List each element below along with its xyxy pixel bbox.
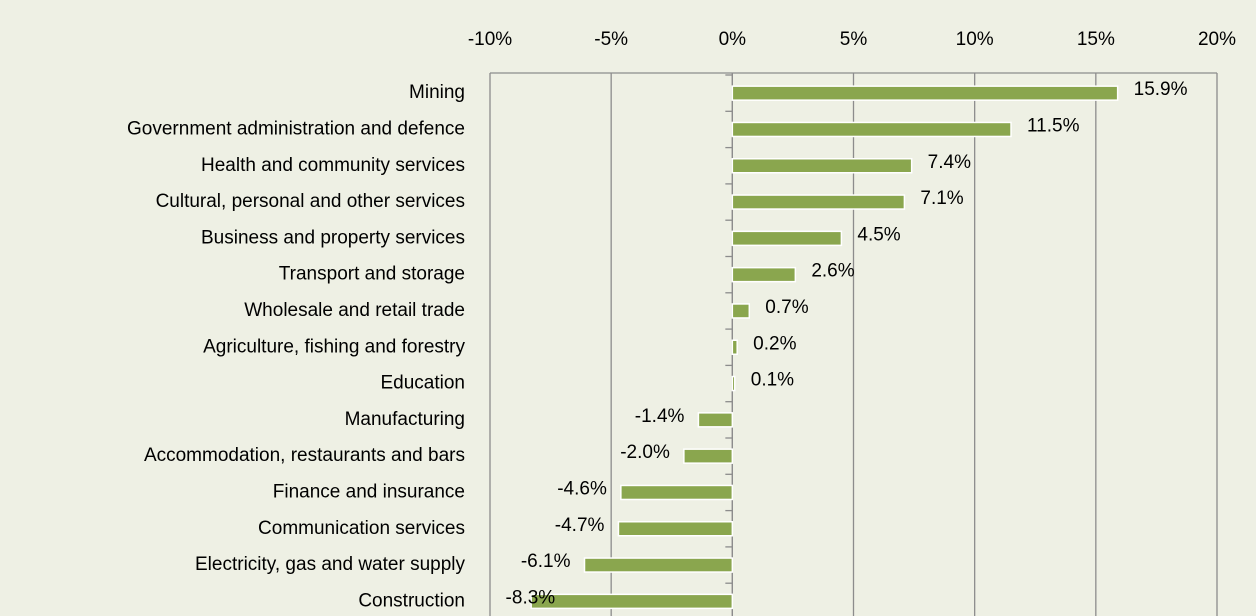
y-tick-label: Cultural, personal and other services (156, 191, 465, 212)
bar (731, 303, 751, 319)
x-tick-label: 5% (840, 29, 868, 50)
y-tick-label: Accommodation, restaurants and bars (144, 445, 465, 466)
y-tick-label: Electricity, gas and water supply (195, 554, 465, 575)
x-tick-label: 20% (1198, 29, 1236, 50)
y-tick-label: Agriculture, fishing and forestry (203, 336, 465, 357)
data-label: 4.5% (857, 224, 900, 245)
data-label: 7.4% (928, 152, 971, 173)
y-tick-label: Education (380, 373, 465, 394)
data-label: 0.2% (753, 333, 796, 354)
y-tick-label: Business and property services (201, 227, 465, 248)
x-tick-label: 10% (956, 29, 994, 50)
x-tick-label: -5% (594, 29, 628, 50)
data-label: -8.3% (506, 587, 556, 608)
y-tick-label: Transport and storage (279, 264, 465, 285)
x-tick-label: 0% (719, 29, 747, 50)
y-tick-label: Health and community services (201, 155, 465, 176)
bar (583, 557, 734, 573)
data-label: -2.0% (620, 442, 670, 463)
bar (731, 266, 797, 283)
data-label: -1.4% (635, 406, 685, 427)
data-label: -4.7% (555, 515, 605, 536)
x-tick-label: -10% (468, 29, 512, 50)
data-label: 15.9% (1134, 79, 1188, 100)
bar (731, 230, 843, 247)
data-label: 0.1% (751, 370, 794, 391)
bar (697, 412, 734, 428)
data-label: -4.6% (557, 478, 607, 499)
data-label: 7.1% (920, 188, 963, 209)
bar (731, 85, 1119, 101)
bar (620, 484, 734, 501)
data-label: -6.1% (521, 551, 571, 572)
data-label: 2.6% (811, 261, 854, 282)
bar (530, 593, 734, 610)
bar (731, 121, 1012, 138)
bar (617, 521, 734, 537)
bar (731, 158, 913, 174)
data-label: 0.7% (765, 297, 808, 318)
y-tick-label: Communication services (258, 518, 465, 539)
y-tick-label: Finance and insurance (273, 481, 465, 502)
x-tick-label: 15% (1077, 29, 1115, 50)
y-tick-label: Construction (358, 590, 465, 611)
bar (731, 339, 738, 355)
y-tick-label: Wholesale and retail trade (244, 300, 465, 321)
y-tick-label: Manufacturing (345, 409, 465, 430)
y-tick-label: Mining (409, 82, 465, 103)
y-tick-label: Government administration and defence (127, 118, 465, 139)
data-label: 11.5% (1027, 115, 1080, 136)
bar (683, 448, 734, 464)
bar (731, 194, 906, 210)
bar (731, 375, 736, 392)
